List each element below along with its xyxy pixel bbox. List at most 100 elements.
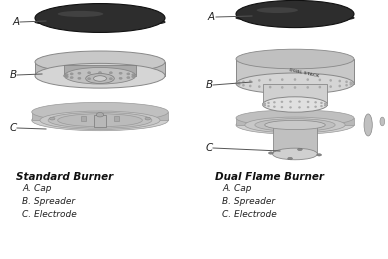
FancyBboxPatch shape <box>94 115 106 127</box>
Ellipse shape <box>256 7 298 13</box>
Ellipse shape <box>50 117 55 120</box>
Ellipse shape <box>35 63 165 88</box>
Text: C. Electrode: C. Electrode <box>22 210 77 219</box>
Ellipse shape <box>249 85 251 87</box>
Ellipse shape <box>329 79 332 82</box>
Ellipse shape <box>364 114 372 136</box>
Ellipse shape <box>307 106 309 108</box>
Text: C: C <box>10 123 17 133</box>
Ellipse shape <box>263 104 266 106</box>
Text: A. Cap: A. Cap <box>222 184 251 193</box>
Ellipse shape <box>320 102 323 104</box>
Ellipse shape <box>307 86 309 89</box>
Polygon shape <box>236 59 354 83</box>
Ellipse shape <box>132 76 135 78</box>
Ellipse shape <box>281 101 283 103</box>
Polygon shape <box>263 83 327 104</box>
Ellipse shape <box>145 117 151 120</box>
Ellipse shape <box>48 112 152 128</box>
Ellipse shape <box>88 72 91 74</box>
Ellipse shape <box>267 102 270 104</box>
Ellipse shape <box>314 101 317 103</box>
Ellipse shape <box>307 78 309 81</box>
Ellipse shape <box>273 148 317 160</box>
Ellipse shape <box>267 105 270 107</box>
Ellipse shape <box>94 76 106 81</box>
Ellipse shape <box>345 81 348 83</box>
FancyBboxPatch shape <box>114 116 119 121</box>
Ellipse shape <box>40 111 160 130</box>
Ellipse shape <box>325 103 328 106</box>
FancyBboxPatch shape <box>81 116 87 121</box>
Ellipse shape <box>63 75 67 77</box>
Ellipse shape <box>236 49 354 69</box>
Polygon shape <box>35 62 165 76</box>
Ellipse shape <box>35 18 165 26</box>
Ellipse shape <box>273 106 276 108</box>
Ellipse shape <box>263 97 327 112</box>
Ellipse shape <box>281 78 284 81</box>
Polygon shape <box>236 118 354 125</box>
Ellipse shape <box>281 106 283 108</box>
Ellipse shape <box>269 78 272 81</box>
Text: C. Electrode: C. Electrode <box>222 210 277 219</box>
Ellipse shape <box>133 75 137 77</box>
Text: A: A <box>208 12 215 22</box>
Ellipse shape <box>351 82 353 85</box>
Ellipse shape <box>70 73 73 75</box>
Ellipse shape <box>269 86 272 88</box>
Ellipse shape <box>236 82 239 85</box>
Text: Dual Flame Burner: Dual Flame Burner <box>215 172 324 182</box>
Ellipse shape <box>268 152 273 154</box>
Ellipse shape <box>245 117 345 133</box>
Text: A. Cap: A. Cap <box>22 184 52 193</box>
Ellipse shape <box>288 157 293 160</box>
Ellipse shape <box>320 105 323 107</box>
Text: B: B <box>10 70 17 80</box>
Polygon shape <box>273 125 317 154</box>
Text: B. Spreader: B. Spreader <box>22 197 75 206</box>
Ellipse shape <box>289 100 292 103</box>
Text: DUAL STACK: DUAL STACK <box>289 68 320 78</box>
Ellipse shape <box>35 4 165 32</box>
Ellipse shape <box>109 72 113 74</box>
Ellipse shape <box>380 117 385 126</box>
Ellipse shape <box>88 78 91 80</box>
Ellipse shape <box>338 85 341 87</box>
Ellipse shape <box>236 1 354 28</box>
Ellipse shape <box>350 81 352 84</box>
Ellipse shape <box>78 77 81 80</box>
Text: B: B <box>206 80 213 90</box>
Ellipse shape <box>99 78 102 80</box>
Ellipse shape <box>289 106 292 109</box>
Ellipse shape <box>258 79 261 82</box>
Ellipse shape <box>32 102 168 122</box>
Ellipse shape <box>119 72 122 74</box>
Ellipse shape <box>324 103 326 105</box>
Ellipse shape <box>238 81 241 84</box>
Ellipse shape <box>350 83 352 86</box>
Text: A: A <box>13 17 20 27</box>
Ellipse shape <box>132 74 135 76</box>
Ellipse shape <box>294 86 296 89</box>
Ellipse shape <box>127 73 130 75</box>
Ellipse shape <box>70 76 73 79</box>
Ellipse shape <box>298 100 301 103</box>
Ellipse shape <box>65 74 68 76</box>
Ellipse shape <box>307 101 309 103</box>
Text: B. Spreader: B. Spreader <box>222 197 275 206</box>
Ellipse shape <box>324 104 326 106</box>
Ellipse shape <box>86 74 114 83</box>
Ellipse shape <box>65 76 68 78</box>
Ellipse shape <box>236 14 354 21</box>
Text: C: C <box>206 143 213 153</box>
Ellipse shape <box>99 71 102 74</box>
Ellipse shape <box>258 85 261 88</box>
Ellipse shape <box>314 106 317 108</box>
Ellipse shape <box>58 11 103 17</box>
Polygon shape <box>64 65 136 76</box>
Ellipse shape <box>338 80 341 82</box>
Ellipse shape <box>298 148 302 150</box>
Ellipse shape <box>236 116 354 134</box>
Ellipse shape <box>319 86 321 88</box>
